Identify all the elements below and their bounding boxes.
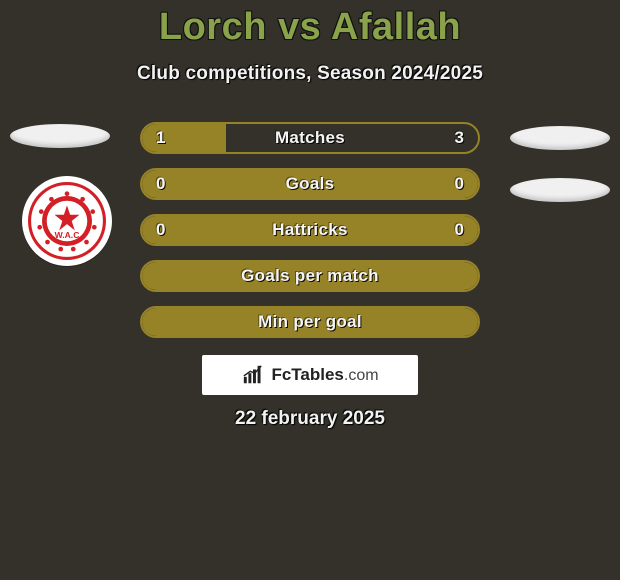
placeholder-oval — [510, 178, 610, 202]
placeholder-oval — [510, 126, 610, 150]
stat-right-value: 0 — [455, 174, 464, 194]
svg-text:W.A.C: W.A.C — [55, 230, 80, 240]
bar-chart-icon — [241, 364, 265, 386]
stat-bar: Hattricks 0 0 — [140, 214, 480, 246]
stat-left-value: 0 — [156, 220, 165, 240]
stat-bar: Goals per match — [140, 260, 480, 292]
club-badge: W.A.C — [22, 176, 112, 266]
stat-bar: Goals 0 0 — [140, 168, 480, 200]
stat-bar-label: Goals per match — [241, 266, 379, 286]
brand-text: FcTables.com — [271, 365, 378, 385]
stat-bar-label: Goals — [286, 174, 335, 194]
page-subtitle: Club competitions, Season 2024/2025 — [0, 63, 620, 85]
brand-badge[interactable]: FcTables.com — [202, 355, 418, 395]
stat-bar-label: Min per goal — [258, 312, 362, 332]
stat-bar: Min per goal — [140, 306, 480, 338]
stat-right-value: 0 — [455, 220, 464, 240]
stat-bar: Matches 1 3 — [140, 122, 480, 154]
page-title: Lorch vs Afallah — [0, 0, 620, 49]
page-date: 22 february 2025 — [0, 408, 620, 430]
stat-bar-label: Hattricks — [272, 220, 347, 240]
placeholder-oval — [10, 124, 110, 148]
stat-bars: Matches 1 3 Goals 0 0 Hattricks 0 0 Goals per mat… — [140, 122, 480, 352]
stat-right-value: 3 — [455, 128, 464, 148]
stat-left-value: 0 — [156, 174, 165, 194]
brand-name: FcTables — [271, 365, 343, 384]
stat-bar-label: Matches — [275, 128, 345, 148]
wydad-logo-icon: W.A.C — [28, 182, 106, 260]
brand-ext: .com — [344, 367, 379, 384]
stat-left-value: 1 — [156, 128, 165, 148]
comparison-card: Lorch vs Afallah Club competitions, Seas… — [0, 0, 620, 580]
stat-bar-fill — [142, 124, 226, 152]
